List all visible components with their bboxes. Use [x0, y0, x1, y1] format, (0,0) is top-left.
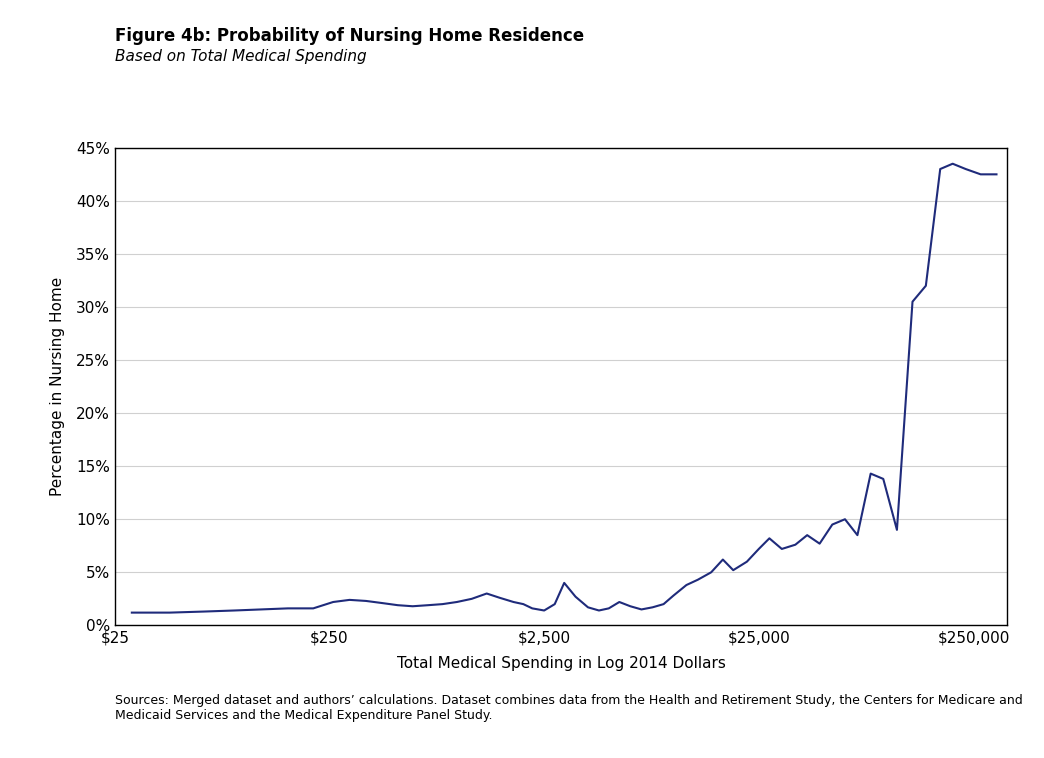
Text: Based on Total Medical Spending: Based on Total Medical Spending: [115, 49, 366, 64]
Text: Sources: Merged dataset and authors’ calculations. Dataset combines data from th: Sources: Merged dataset and authors’ cal…: [115, 694, 1022, 722]
Y-axis label: Percentage in Nursing Home: Percentage in Nursing Home: [50, 277, 65, 496]
Text: Figure 4b: Probability of Nursing Home Residence: Figure 4b: Probability of Nursing Home R…: [115, 27, 584, 45]
X-axis label: Total Medical Spending in Log 2014 Dollars: Total Medical Spending in Log 2014 Dolla…: [397, 656, 726, 672]
